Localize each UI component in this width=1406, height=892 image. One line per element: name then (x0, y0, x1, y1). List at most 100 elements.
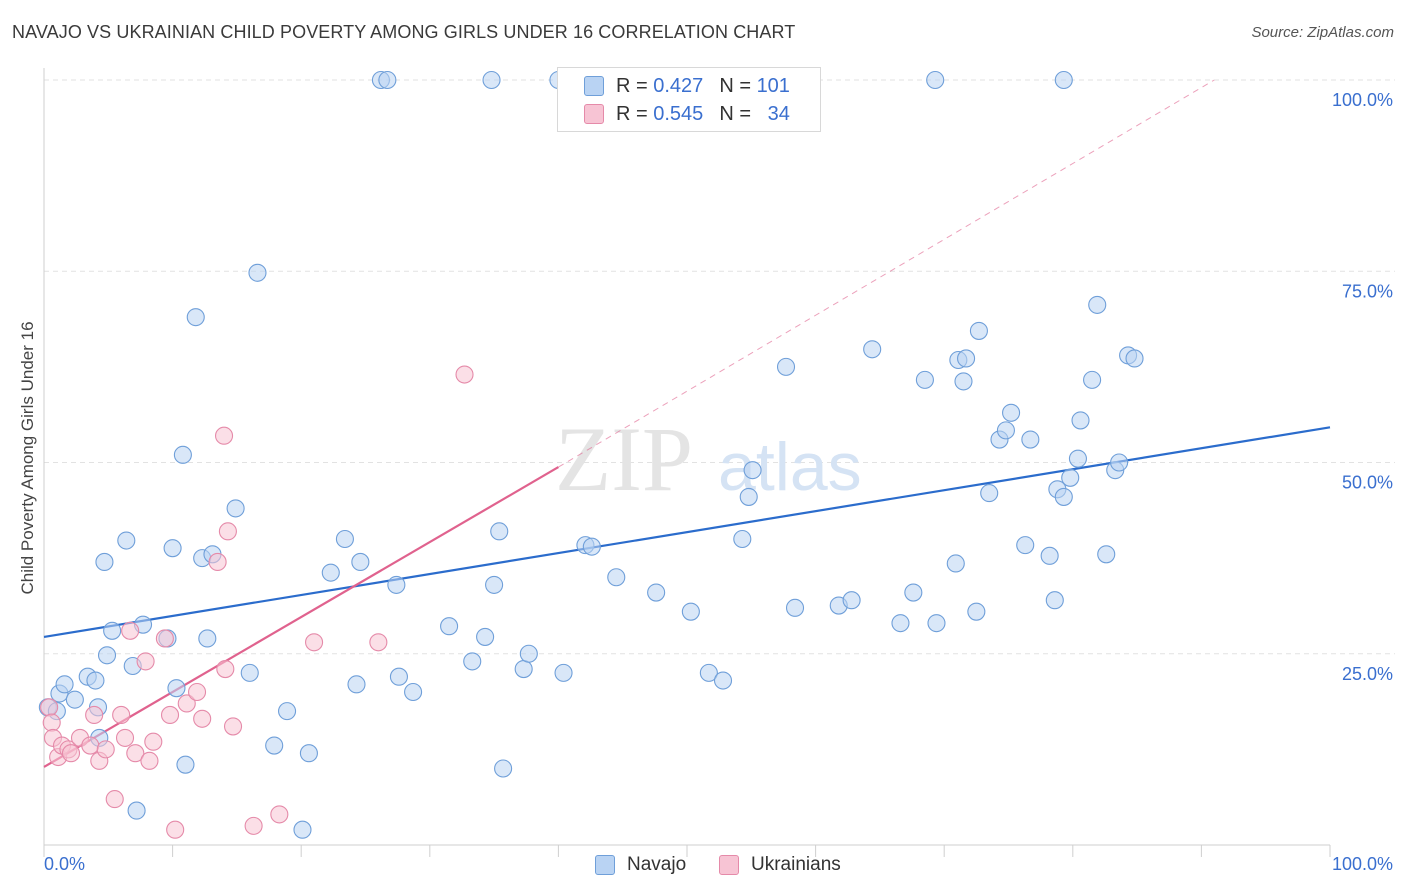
navajo-point (1097, 545, 1116, 564)
ukrainian-trendline-extension (558, 79, 1215, 468)
ukrainian-point (105, 790, 124, 809)
series-swatch-navajo (595, 855, 615, 875)
legend-row-navajo: R = 0.427 N = 101 (584, 72, 790, 100)
ukrainian-point (61, 744, 81, 763)
navajo-point (186, 308, 205, 327)
navajo-point (607, 568, 626, 587)
legend-r-label: R = (616, 74, 648, 97)
legend-n-label: N = (719, 102, 751, 125)
navajo-point (97, 646, 117, 665)
navajo-point (739, 487, 758, 506)
navajo-point (55, 675, 74, 694)
chart-source: Source: ZipAtlas.com (1251, 24, 1394, 41)
navajo-point (163, 539, 182, 558)
navajo-point (485, 575, 504, 594)
navajo-point (776, 357, 796, 376)
navajo-point (1054, 487, 1073, 506)
navajo-point (904, 583, 923, 602)
navajo-point (954, 372, 973, 391)
axis-layer (43, 68, 1331, 857)
navajo-point (240, 663, 259, 682)
navajo-point (404, 682, 423, 702)
navajo-point (1016, 536, 1035, 555)
navajo-point (514, 659, 533, 679)
ukrainian-point (214, 426, 234, 445)
legend-row-ukrainians: R = 0.545 N = 34 (584, 100, 790, 128)
navajo-point (278, 702, 297, 721)
navajo-point (173, 445, 192, 464)
navajo-point (926, 70, 945, 90)
ukrainian-point (218, 522, 237, 541)
navajo-point (387, 575, 406, 594)
navajo-point (996, 421, 1015, 440)
navajo-point (494, 759, 513, 778)
navajo-point (519, 644, 538, 663)
navajo-point (967, 602, 986, 621)
navajo-point (1083, 370, 1102, 389)
navajo-point (733, 529, 752, 549)
ukrainian-point (136, 652, 155, 671)
grid-layer (44, 79, 1395, 655)
navajo-point (1125, 349, 1144, 368)
navajo-point (1088, 295, 1107, 314)
ukrainian-point (42, 713, 61, 732)
navajo-point (647, 583, 666, 602)
points-layer (38, 70, 1144, 839)
ukrainian-point (305, 633, 324, 652)
legend-swatch-navajo (584, 76, 604, 96)
x-tick-label: 100.0% (1332, 854, 1393, 874)
ukrainian-point (160, 705, 180, 725)
legend-n-value: 34 (767, 102, 790, 125)
navajo-point (463, 652, 482, 671)
navajo-point (785, 598, 805, 617)
series-legend: Navajo Ukrainians (0, 851, 1406, 879)
navajo-point (980, 484, 999, 503)
navajo-point (265, 736, 284, 755)
y-tick-label: 50.0% (1342, 473, 1393, 493)
series-legend-label: Ukrainians (751, 854, 841, 875)
ukrainian-point (115, 728, 135, 747)
ukrainian-point (369, 633, 388, 652)
navajo-point (482, 70, 501, 90)
ukrainian-point (193, 709, 212, 728)
navajo-point (863, 340, 882, 359)
ukrainian-point (187, 682, 207, 702)
navajo-point (440, 617, 459, 636)
legend-r-value: 0.545 (653, 102, 704, 125)
ukrainian-point (112, 705, 131, 725)
navajo-point (969, 321, 988, 340)
navajo-point (1002, 403, 1021, 422)
navajo-point (389, 667, 408, 686)
watermark-atlas: atlas (718, 429, 862, 505)
navajo-point (95, 552, 114, 572)
watermark-zip: ZIP (555, 408, 693, 510)
series-swatch-ukrainians (719, 855, 739, 875)
navajo-point (582, 537, 601, 556)
navajo-point (299, 744, 318, 763)
navajo-point (335, 529, 354, 549)
legend-r-label: R = (616, 102, 648, 125)
navajo-point (1110, 453, 1129, 472)
ukrainian-point (223, 717, 243, 736)
series-legend-label: Navajo (627, 854, 687, 875)
chart-title: NAVAJO VS UKRAINIAN CHILD POVERTY AMONG … (12, 22, 796, 42)
stats-legend: R = 0.427 N = 101 R = 0.545 N = 34 (557, 67, 821, 132)
series-legend-navajo[interactable]: Navajo (595, 851, 686, 879)
navajo-point (378, 70, 397, 90)
ukrainian-point (81, 736, 100, 755)
navajo-point (713, 671, 733, 690)
ukrainian-point (144, 732, 163, 751)
navajo-point (915, 370, 934, 389)
navajo-point (226, 499, 245, 518)
navajo-point (681, 602, 700, 621)
navajo-point (176, 755, 195, 774)
legend-n-value: 101 (756, 74, 790, 97)
navajo-point (1045, 591, 1064, 610)
navajo-point (1068, 449, 1087, 468)
navajo-point (1071, 411, 1090, 430)
navajo-point (927, 614, 946, 633)
ukrainian-point (177, 694, 196, 713)
navajo-point (167, 679, 186, 698)
navajo-point (490, 522, 509, 541)
series-legend-ukrainians[interactable]: Ukrainians (719, 851, 841, 879)
